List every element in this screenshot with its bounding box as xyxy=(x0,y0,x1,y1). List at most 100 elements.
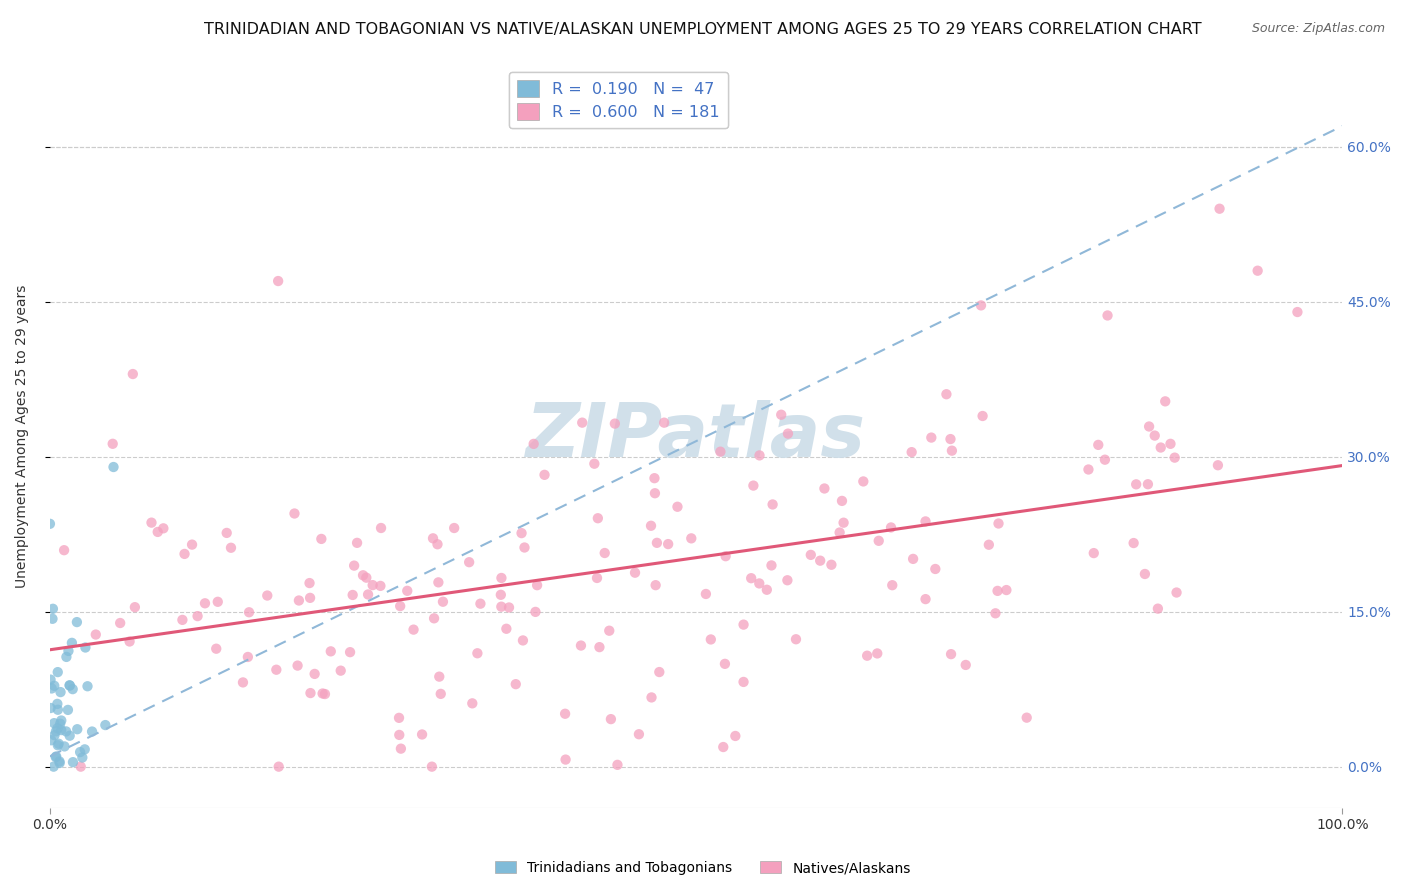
Point xyxy=(314,687,336,701)
Point xyxy=(173,547,195,561)
Point xyxy=(339,645,361,659)
Point xyxy=(1125,477,1147,491)
Point xyxy=(44,679,66,693)
Point xyxy=(389,741,412,756)
Point xyxy=(1122,536,1144,550)
Point xyxy=(51,723,73,737)
Point xyxy=(319,644,342,658)
Point xyxy=(554,706,576,721)
Point xyxy=(46,739,69,753)
Point xyxy=(73,742,96,756)
Point xyxy=(60,636,83,650)
Point xyxy=(748,449,770,463)
Point xyxy=(657,537,679,551)
Point xyxy=(640,518,662,533)
Point xyxy=(370,579,392,593)
Point xyxy=(1097,309,1119,323)
Point xyxy=(941,443,963,458)
Point xyxy=(388,711,411,725)
Point xyxy=(59,679,82,693)
Point xyxy=(533,467,555,482)
Point xyxy=(1087,438,1109,452)
Point xyxy=(58,644,80,658)
Point xyxy=(48,737,70,751)
Point xyxy=(498,600,520,615)
Point xyxy=(652,416,675,430)
Point xyxy=(256,589,278,603)
Point xyxy=(955,657,977,672)
Point xyxy=(427,575,450,590)
Point xyxy=(588,640,610,654)
Point xyxy=(1083,546,1105,560)
Point xyxy=(852,475,875,489)
Point xyxy=(569,639,592,653)
Point xyxy=(53,739,76,754)
Point xyxy=(232,675,254,690)
Point xyxy=(45,750,67,764)
Point xyxy=(513,541,536,555)
Point xyxy=(311,686,333,700)
Point xyxy=(55,649,77,664)
Point xyxy=(640,690,662,705)
Point xyxy=(346,536,368,550)
Point xyxy=(49,685,72,699)
Point xyxy=(644,486,666,500)
Point xyxy=(586,511,609,525)
Text: ZIPatlas: ZIPatlas xyxy=(526,400,866,473)
Point xyxy=(603,417,626,431)
Point xyxy=(46,721,69,735)
Point xyxy=(643,471,665,485)
Point xyxy=(800,548,823,562)
Point xyxy=(583,457,606,471)
Point xyxy=(972,409,994,423)
Point xyxy=(396,583,419,598)
Point xyxy=(606,757,628,772)
Point xyxy=(1159,437,1181,451)
Point xyxy=(866,647,889,661)
Point xyxy=(1015,711,1038,725)
Point xyxy=(48,756,70,770)
Point xyxy=(215,525,238,540)
Point xyxy=(1147,601,1170,615)
Point xyxy=(1163,450,1185,465)
Legend: Trinidadians and Tobagonians, Natives/Alaskans: Trinidadians and Tobagonians, Natives/Al… xyxy=(489,855,917,880)
Point xyxy=(75,640,97,655)
Point xyxy=(69,745,91,759)
Point xyxy=(219,541,242,555)
Point xyxy=(1206,458,1229,473)
Point xyxy=(624,566,647,580)
Point xyxy=(39,701,62,715)
Point xyxy=(695,587,717,601)
Point xyxy=(146,524,169,539)
Point xyxy=(49,716,72,731)
Text: TRINIDADIAN AND TOBAGONIAN VS NATIVE/ALASKAN UNEMPLOYMENT AMONG AGES 25 TO 29 YE: TRINIDADIAN AND TOBAGONIAN VS NATIVE/ALA… xyxy=(204,22,1202,37)
Point xyxy=(44,716,66,731)
Point xyxy=(681,532,703,546)
Point xyxy=(42,759,65,773)
Point xyxy=(181,538,204,552)
Point xyxy=(69,759,91,773)
Point xyxy=(423,611,446,625)
Point xyxy=(832,516,855,530)
Point xyxy=(205,641,228,656)
Point xyxy=(914,515,936,529)
Point xyxy=(370,521,392,535)
Point xyxy=(740,571,762,585)
Point xyxy=(748,576,770,591)
Point xyxy=(80,724,103,739)
Point xyxy=(831,494,853,508)
Point xyxy=(901,552,924,566)
Point xyxy=(84,627,107,641)
Point xyxy=(402,623,425,637)
Text: Source: ZipAtlas.com: Source: ZipAtlas.com xyxy=(1251,22,1385,36)
Point xyxy=(152,521,174,535)
Point xyxy=(46,665,69,679)
Point xyxy=(571,416,593,430)
Point xyxy=(920,431,942,445)
Point xyxy=(53,543,76,558)
Point xyxy=(343,558,366,573)
Point xyxy=(935,387,957,401)
Point xyxy=(207,595,229,609)
Point xyxy=(41,681,63,696)
Point xyxy=(914,592,936,607)
